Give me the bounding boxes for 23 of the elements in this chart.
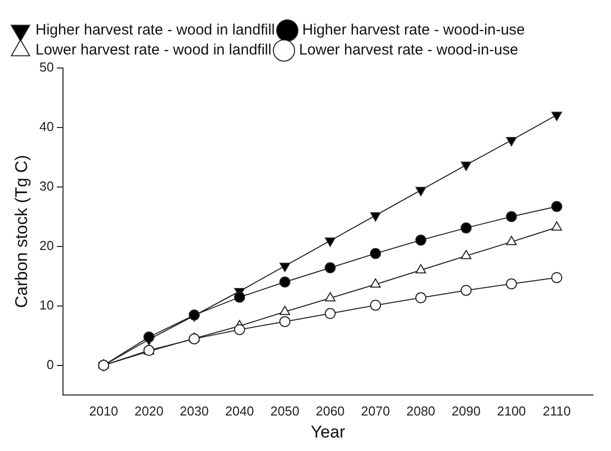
y-tick-label: 40 (39, 119, 54, 134)
y-tick-label: 10 (39, 297, 54, 312)
x-tick-label: 2070 (361, 403, 390, 418)
legend-label: Higher harvest rate - wood in landfill (36, 22, 275, 39)
y-axis-title: Carbon stock (Tg C) (12, 154, 31, 308)
x-axis-title: Year (310, 422, 346, 442)
x-tick-label: 2100 (496, 403, 526, 418)
x-tick-label: 2090 (452, 403, 481, 418)
x-tick-label: 2030 (180, 403, 209, 418)
y-tick-label: 20 (39, 238, 54, 253)
y-tick-label: 30 (39, 178, 54, 194)
x-tick-label: 2050 (270, 403, 300, 418)
y-tick-label: 0 (46, 356, 54, 372)
x-tick-label: 2060 (316, 403, 345, 418)
legend-label: Lower harvest rate - wood-in-use (298, 42, 518, 59)
x-tick-label: 2020 (134, 403, 164, 418)
x-tick-label: 2080 (406, 403, 436, 418)
x-tick-label: 2040 (225, 403, 254, 418)
legend-label: Higher harvest rate - wood-in-use (302, 22, 525, 39)
x-tick-label: 2010 (89, 403, 118, 418)
legend-label: Lower harvest rate - wood in landfill (36, 42, 272, 59)
x-tick-label: 2110 (542, 403, 571, 418)
y-tick-label: 50 (39, 60, 54, 75)
